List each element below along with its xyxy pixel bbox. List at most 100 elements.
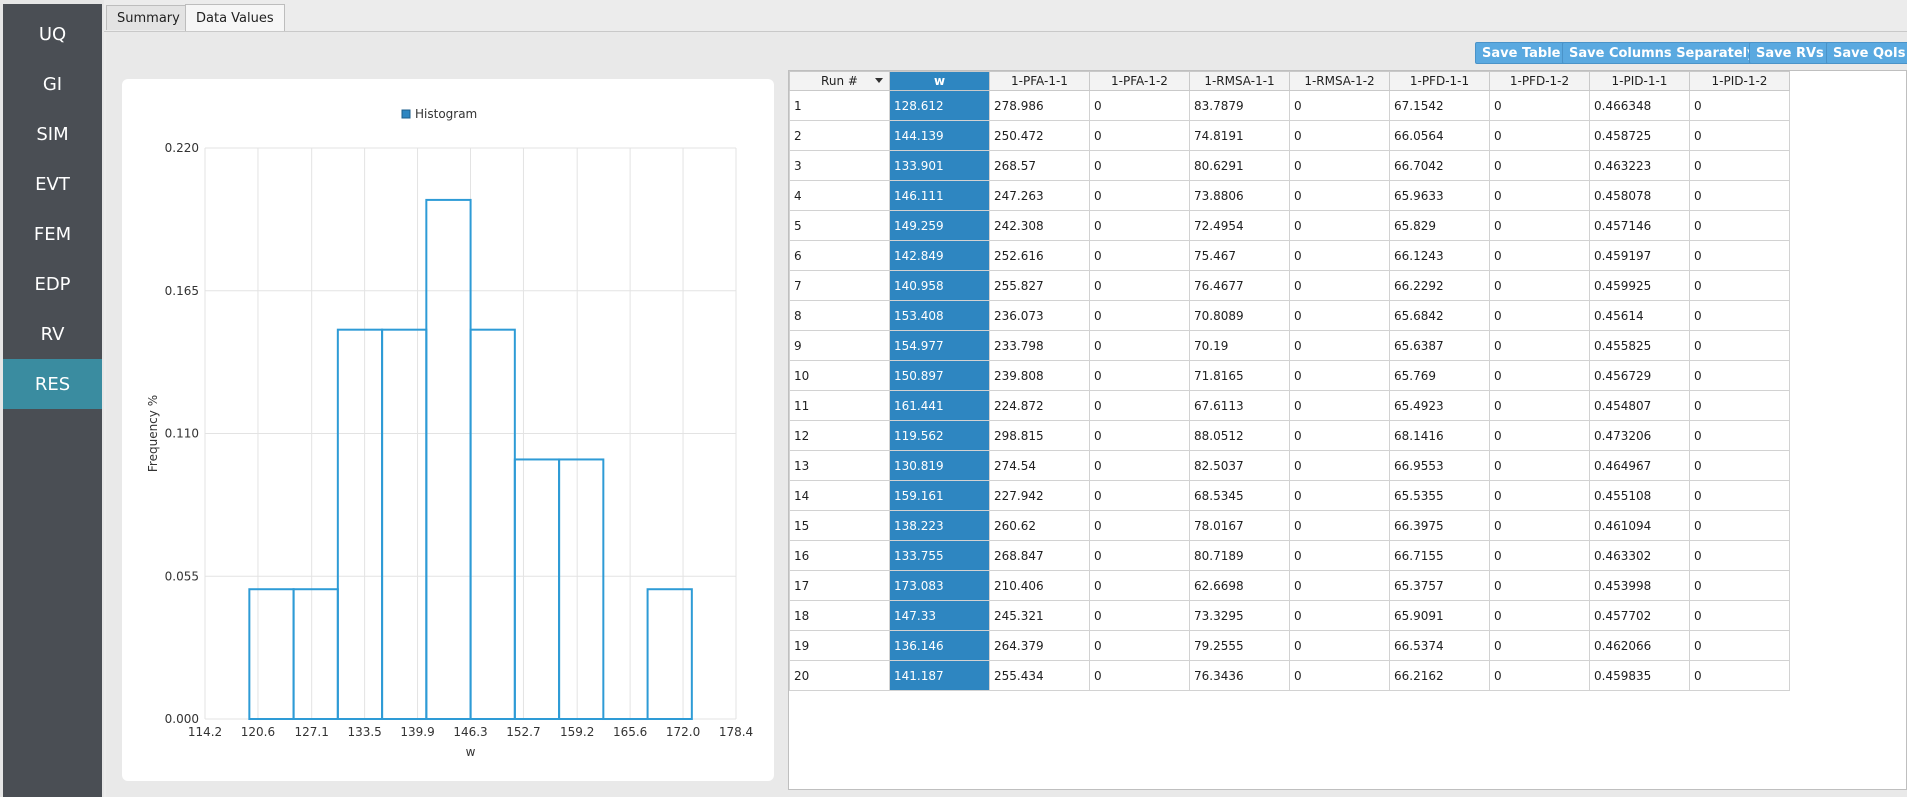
table-cell[interactable]: 80.6291	[1189, 150, 1290, 181]
table-cell[interactable]: 255.827	[989, 270, 1090, 301]
table-cell[interactable]: 65.9091	[1389, 600, 1490, 631]
table-cell[interactable]: 159.161	[889, 480, 990, 511]
nav-item-res[interactable]: RES	[3, 359, 102, 409]
column-header[interactable]: 1-PFD-1-2	[1489, 71, 1590, 91]
table-cell[interactable]: 0	[1289, 510, 1390, 541]
table-row[interactable]: 10 150.897 239.808 0 71.8165 0 65.769 0 0.456729…	[789, 360, 1790, 391]
column-header[interactable]: 1-PFA-1-1	[989, 71, 1090, 91]
column-header[interactable]: 1-PID-1-1	[1589, 71, 1690, 91]
table-cell[interactable]: 0	[1689, 300, 1790, 331]
table-cell[interactable]: 66.7155	[1389, 540, 1490, 571]
sort-arrow-icon[interactable]	[875, 78, 883, 83]
table-cell[interactable]: 65.4923	[1389, 390, 1490, 421]
table-cell[interactable]: 130.819	[889, 450, 990, 481]
table-cell[interactable]: 0	[1089, 540, 1190, 571]
table-cell[interactable]: 0	[1089, 120, 1190, 151]
table-cell[interactable]: 14	[789, 480, 890, 511]
column-header[interactable]: 1-RMSA-1-1	[1189, 71, 1290, 91]
table-row[interactable]: 9 154.977 233.798 0 70.19 0 65.6387 0 0.455825 0	[789, 330, 1790, 361]
table-cell[interactable]: 82.5037	[1189, 450, 1290, 481]
table-cell[interactable]: 0	[1689, 660, 1790, 691]
table-cell[interactable]: 15	[789, 510, 890, 541]
table-cell[interactable]: 154.977	[889, 330, 990, 361]
table-cell[interactable]: 65.3757	[1389, 570, 1490, 601]
table-cell[interactable]: 71.8165	[1189, 360, 1290, 391]
table-cell[interactable]: 0	[1489, 630, 1590, 661]
table-cell[interactable]: 0.455108	[1589, 480, 1690, 511]
table-cell[interactable]: 242.308	[989, 210, 1090, 241]
table-cell[interactable]: 7	[789, 270, 890, 301]
table-cell[interactable]: 0	[1489, 420, 1590, 451]
table-cell[interactable]: 0	[1689, 510, 1790, 541]
tab-data-values[interactable]: Data Values	[185, 4, 285, 31]
table-row[interactable]: 3 133.901 268.57 0 80.6291 0 66.7042 0 0.463223 0	[789, 150, 1790, 181]
table-cell[interactable]: 0	[1689, 600, 1790, 631]
table-cell[interactable]: 0	[1489, 570, 1590, 601]
table-cell[interactable]: 0.457702	[1589, 600, 1690, 631]
table-cell[interactable]: 0	[1289, 450, 1390, 481]
table-cell[interactable]: 0.457146	[1589, 210, 1690, 241]
table-cell[interactable]: 0	[1089, 330, 1190, 361]
table-cell[interactable]: 10	[789, 360, 890, 391]
save-qois-button[interactable]: Save QoIs	[1826, 42, 1907, 64]
table-cell[interactable]: 6	[789, 240, 890, 271]
table-cell[interactable]: 0	[1089, 150, 1190, 181]
table-cell[interactable]: 138.223	[889, 510, 990, 541]
table-cell[interactable]: 68.1416	[1389, 420, 1490, 451]
table-cell[interactable]: 66.0564	[1389, 120, 1490, 151]
table-cell[interactable]: 0	[1089, 570, 1190, 601]
table-cell[interactable]: 67.6113	[1189, 390, 1290, 421]
table-cell[interactable]: 252.616	[989, 240, 1090, 271]
table-cell[interactable]: 210.406	[989, 570, 1090, 601]
table-cell[interactable]: 0	[1489, 270, 1590, 301]
table-cell[interactable]: 0	[1089, 630, 1190, 661]
table-cell[interactable]: 0	[1289, 330, 1390, 361]
table-cell[interactable]: 0	[1489, 300, 1590, 331]
table-cell[interactable]: 0	[1089, 300, 1190, 331]
table-cell[interactable]: 0	[1689, 90, 1790, 121]
table-cell[interactable]: 144.139	[889, 120, 990, 151]
table-cell[interactable]: 153.408	[889, 300, 990, 331]
table-row[interactable]: 1 128.612 278.986 0 83.7879 0 67.1542 0 0.466348…	[789, 90, 1790, 121]
table-cell[interactable]: 66.7042	[1389, 150, 1490, 181]
table-cell[interactable]: 260.62	[989, 510, 1090, 541]
table-cell[interactable]: 0	[1689, 570, 1790, 601]
table-row[interactable]: 15 138.223 260.62 0 78.0167 0 66.3975 0 0.461094…	[789, 510, 1790, 541]
table-cell[interactable]: 224.872	[989, 390, 1090, 421]
table-cell[interactable]: 62.6698	[1189, 570, 1290, 601]
table-cell[interactable]: 0	[1089, 270, 1190, 301]
table-cell[interactable]: 8	[789, 300, 890, 331]
table-cell[interactable]: 0	[1689, 480, 1790, 511]
table-cell[interactable]: 233.798	[989, 330, 1090, 361]
nav-item-rv[interactable]: RV	[40, 323, 65, 345]
table-cell[interactable]: 65.9633	[1389, 180, 1490, 211]
table-cell[interactable]: 227.942	[989, 480, 1090, 511]
table-cell[interactable]: 268.847	[989, 540, 1090, 571]
table-cell[interactable]: 0.459197	[1589, 240, 1690, 271]
table-cell[interactable]: 66.3975	[1389, 510, 1490, 541]
table-cell[interactable]: 0	[1489, 330, 1590, 361]
table-cell[interactable]: 128.612	[889, 90, 990, 121]
table-cell[interactable]: 72.4954	[1189, 210, 1290, 241]
column-header[interactable]: 1-PFA-1-2	[1089, 71, 1190, 91]
table-cell[interactable]: 75.467	[1189, 240, 1290, 271]
table-cell[interactable]: 66.2292	[1389, 270, 1490, 301]
table-cell[interactable]: 0	[1689, 270, 1790, 301]
table-cell[interactable]: 268.57	[989, 150, 1090, 181]
table-cell[interactable]: 147.33	[889, 600, 990, 631]
table-cell[interactable]: 149.259	[889, 210, 990, 241]
table-cell[interactable]: 0	[1689, 630, 1790, 661]
table-row[interactable]: 17 173.083 210.406 0 62.6698 0 65.3757 0 0.45399…	[789, 570, 1790, 601]
table-cell[interactable]: 0	[1289, 210, 1390, 241]
nav-item-evt[interactable]: EVT	[35, 173, 70, 195]
table-cell[interactable]: 65.6842	[1389, 300, 1490, 331]
table-cell[interactable]: 0.473206	[1589, 420, 1690, 451]
table-row[interactable]: 7 140.958 255.827 0 76.4677 0 66.2292 0 0.459925…	[789, 270, 1790, 301]
table-cell[interactable]: 133.755	[889, 540, 990, 571]
table-row[interactable]: 16 133.755 268.847 0 80.7189 0 66.7155 0 0.46330…	[789, 540, 1790, 571]
table-cell[interactable]: 12	[789, 420, 890, 451]
table-cell[interactable]: 0.456729	[1589, 360, 1690, 391]
table-cell[interactable]: 0.455825	[1589, 330, 1690, 361]
table-cell[interactable]: 245.321	[989, 600, 1090, 631]
table-cell[interactable]: 0	[1089, 180, 1190, 211]
